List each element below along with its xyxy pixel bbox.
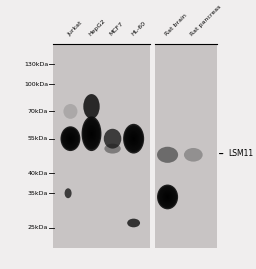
Ellipse shape <box>104 129 121 148</box>
Ellipse shape <box>84 122 99 146</box>
Text: 25kDa: 25kDa <box>28 225 48 231</box>
Ellipse shape <box>65 188 72 198</box>
Text: 40kDa: 40kDa <box>28 171 48 176</box>
Ellipse shape <box>69 137 71 140</box>
Ellipse shape <box>90 130 93 137</box>
Ellipse shape <box>62 129 78 148</box>
Text: Rat pancreas: Rat pancreas <box>190 4 222 37</box>
Bar <box>155 44 217 248</box>
Ellipse shape <box>160 188 175 206</box>
Ellipse shape <box>164 193 171 201</box>
Ellipse shape <box>132 136 136 142</box>
Ellipse shape <box>63 104 78 119</box>
Ellipse shape <box>130 133 138 145</box>
Ellipse shape <box>157 185 178 209</box>
Text: Rat brain: Rat brain <box>164 13 188 37</box>
Ellipse shape <box>131 134 137 143</box>
Ellipse shape <box>125 127 142 151</box>
Text: 55kDa: 55kDa <box>28 136 48 141</box>
Ellipse shape <box>123 124 144 154</box>
Ellipse shape <box>67 134 74 144</box>
Ellipse shape <box>157 147 178 163</box>
Ellipse shape <box>159 187 176 207</box>
Ellipse shape <box>166 196 169 198</box>
Ellipse shape <box>128 131 139 146</box>
Text: LSM11: LSM11 <box>219 149 253 158</box>
Ellipse shape <box>60 126 80 151</box>
Ellipse shape <box>65 131 76 146</box>
Ellipse shape <box>67 135 73 142</box>
Ellipse shape <box>63 130 77 147</box>
Text: 70kDa: 70kDa <box>28 109 48 114</box>
Ellipse shape <box>184 148 203 162</box>
Ellipse shape <box>82 116 101 151</box>
Ellipse shape <box>162 191 173 203</box>
Ellipse shape <box>161 190 174 204</box>
Ellipse shape <box>126 128 141 149</box>
Bar <box>53 44 150 248</box>
Ellipse shape <box>133 137 135 140</box>
Text: Jurkat: Jurkat <box>67 20 83 37</box>
Ellipse shape <box>83 120 99 148</box>
Text: 35kDa: 35kDa <box>28 191 48 196</box>
Ellipse shape <box>89 129 94 139</box>
Ellipse shape <box>88 127 95 141</box>
Ellipse shape <box>127 130 140 148</box>
Ellipse shape <box>86 123 98 144</box>
Ellipse shape <box>127 219 140 227</box>
Ellipse shape <box>158 186 177 208</box>
Ellipse shape <box>124 125 143 152</box>
Text: HepG2: HepG2 <box>88 18 107 37</box>
Ellipse shape <box>163 192 172 202</box>
Ellipse shape <box>104 144 121 154</box>
Ellipse shape <box>87 125 97 142</box>
Ellipse shape <box>82 118 100 149</box>
Text: 130kDa: 130kDa <box>24 62 48 67</box>
Text: MCF7: MCF7 <box>109 21 125 37</box>
Text: HL-60: HL-60 <box>130 21 146 37</box>
Ellipse shape <box>83 94 100 119</box>
Ellipse shape <box>66 133 76 145</box>
Ellipse shape <box>165 194 170 199</box>
Ellipse shape <box>91 132 92 136</box>
Ellipse shape <box>61 128 79 150</box>
Ellipse shape <box>68 136 72 141</box>
Text: 100kDa: 100kDa <box>24 82 48 87</box>
